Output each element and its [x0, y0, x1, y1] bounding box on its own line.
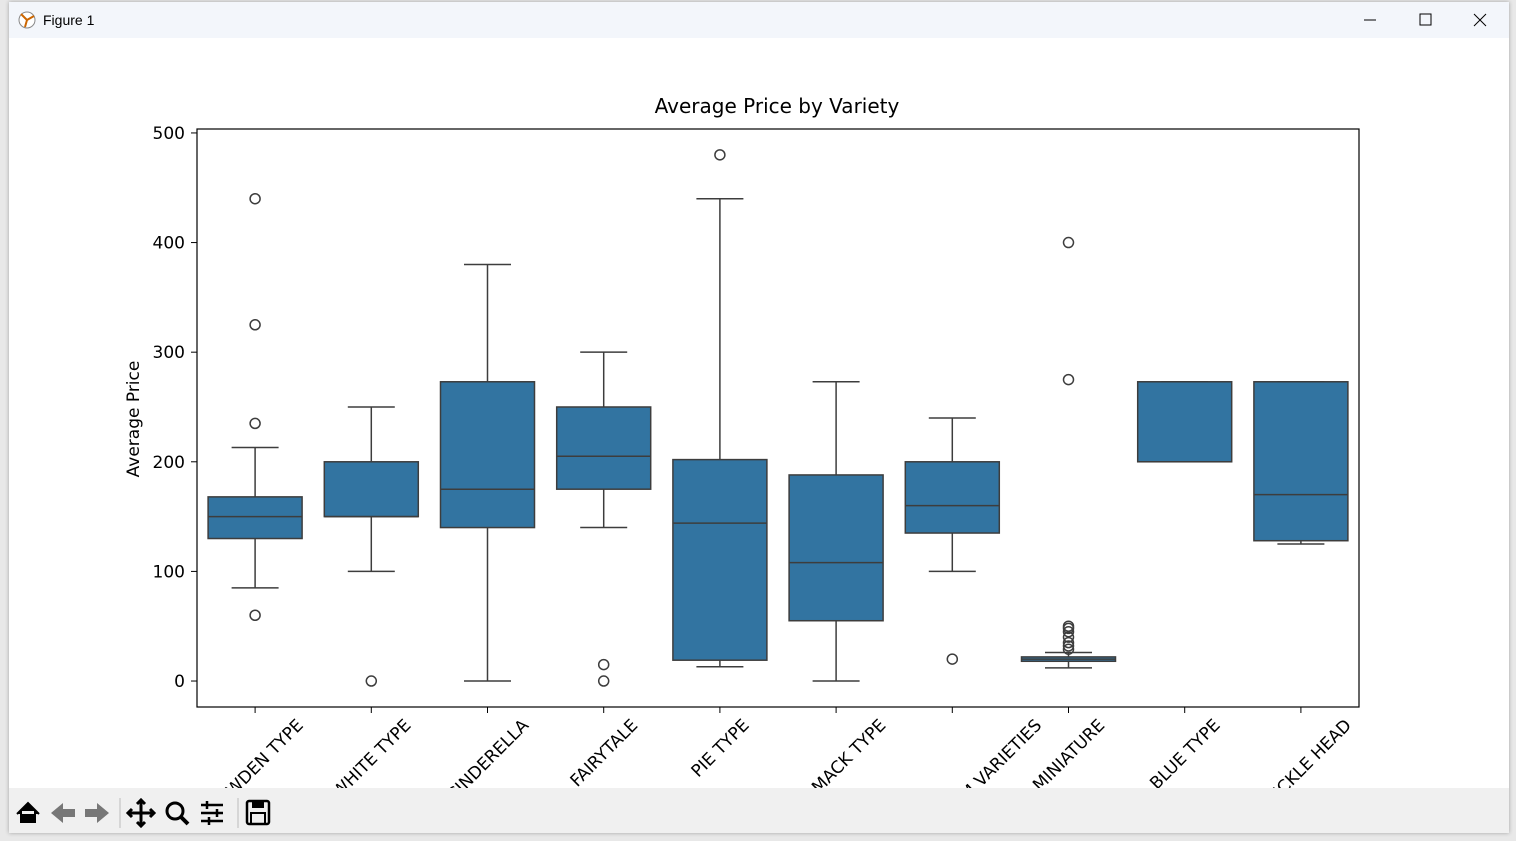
outlier: [249, 609, 261, 622]
x-tick-label: CINDERELLA: [443, 715, 533, 788]
outlier: [1062, 631, 1075, 643]
title-bar: Figure 1: [9, 2, 1509, 38]
outlier: [1062, 373, 1075, 386]
zoom-button[interactable]: [165, 801, 190, 826]
toolbar: [9, 788, 1509, 833]
outlier: [1062, 636, 1075, 649]
plot-frame: [196, 128, 1360, 708]
y-tick-label: 300: [153, 343, 185, 363]
outlier: [1062, 625, 1075, 638]
outlier: [597, 658, 610, 671]
box: [904, 461, 1001, 534]
y-tick-label: 500: [153, 124, 185, 144]
x-tick-label: KNUCKLE HEAD: [1247, 716, 1355, 788]
outlier: [714, 149, 726, 161]
pan-button[interactable]: [125, 797, 157, 829]
configure-button[interactable]: [201, 801, 223, 825]
box: [323, 461, 420, 518]
outlier: [249, 417, 261, 430]
window: Figure 1 Average Price by Variety Averag…: [9, 2, 1509, 833]
save-button[interactable]: [245, 799, 271, 826]
box: [1253, 381, 1349, 542]
y-tick-label: 0: [174, 672, 185, 692]
x-tick-label: BIG MACK TYPE: [783, 716, 890, 788]
chart-title: Average Price by Variety: [655, 94, 900, 118]
maximize[interactable]: [1419, 13, 1432, 26]
y-tick-label: 400: [153, 234, 185, 254]
back-button[interactable]: [51, 803, 75, 823]
y-tick-label: 200: [153, 453, 185, 473]
outlier: [249, 192, 261, 205]
home-button[interactable]: [16, 801, 40, 823]
x-tick-label: WHITE TYPE: [329, 716, 416, 788]
box: [788, 474, 884, 622]
outlier: [1062, 640, 1075, 652]
box: [555, 406, 652, 490]
forward-button[interactable]: [85, 803, 109, 823]
x-tick-label: FAIRYTALE: [567, 716, 643, 788]
window-title: Figure 1: [43, 12, 95, 28]
box: [439, 381, 536, 529]
x-tick-label: PIE TYPE: [688, 716, 754, 782]
outlier: [1062, 236, 1075, 249]
outlier: [946, 653, 959, 665]
box: [207, 496, 303, 540]
outlier: [597, 675, 610, 687]
chart: Average Price by Variety Average Price 0…: [124, 94, 1360, 788]
x-tick-label: MIXED HEIRLOOM VARIETIES: [860, 716, 1046, 788]
y-tick-label: 100: [153, 562, 185, 582]
outlier: [1062, 620, 1075, 632]
box: [1136, 381, 1233, 463]
window-controls[interactable]: [1349, 2, 1509, 38]
close[interactable]: [1473, 13, 1487, 27]
outlier: [1062, 643, 1075, 655]
x-tick-label: BLUE TYPE: [1146, 716, 1224, 788]
y-axis-label: Average Price: [124, 361, 144, 478]
app-icon: [18, 11, 36, 29]
x-tick-label: HOWDEN TYPE: [204, 716, 308, 788]
box: [672, 458, 768, 661]
outlier: [365, 675, 378, 687]
toolbar-icons: [16, 797, 271, 829]
outlier: [249, 319, 261, 331]
